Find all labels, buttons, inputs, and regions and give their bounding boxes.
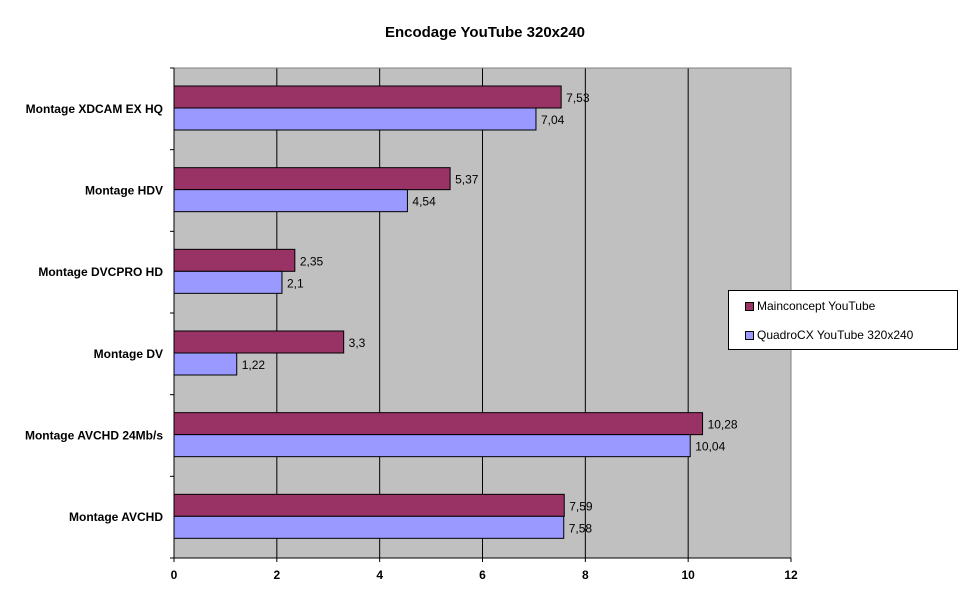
- category-label: Montage DV: [94, 347, 163, 361]
- legend-item-quadrocx: QuadroCX YouTube 320x240: [745, 327, 914, 343]
- category-label: Montage AVCHD: [69, 510, 163, 524]
- chart-title: Encodage YouTube 320x240: [385, 24, 585, 41]
- value-label-series1-3: 2,35: [300, 254, 324, 268]
- legend-swatch-quadrocx: [745, 331, 754, 340]
- bar-series1-3: [173, 248, 296, 272]
- bar-series1-1: [173, 85, 562, 109]
- bar-series1-5: [173, 412, 704, 436]
- legend: Mainconcept YouTube QuadroCX YouTube 320…: [728, 290, 958, 350]
- legend-label-mainconcept: Mainconcept YouTube: [757, 299, 876, 313]
- bar-series1-6: [173, 493, 565, 517]
- x-tick-label-2: 2: [273, 568, 280, 582]
- legend-swatch-mainconcept: [745, 302, 754, 311]
- category-label: Montage HDV: [85, 184, 163, 198]
- bar-series2-5: [173, 434, 691, 458]
- bar-series1-4: [173, 330, 345, 354]
- value-label-series2-2: 4,54: [412, 195, 436, 209]
- value-label-series1-6: 7,59: [569, 499, 593, 513]
- x-tick-label-12: 12: [784, 568, 798, 582]
- value-label-series2-3: 2,1: [287, 276, 304, 290]
- value-label-series2-6: 7,58: [569, 521, 593, 535]
- value-label-series2-1: 7,04: [541, 113, 565, 127]
- x-tick-label-10: 10: [681, 568, 695, 582]
- bar-series1-2: [173, 167, 451, 191]
- x-tick-label-0: 0: [171, 568, 178, 582]
- value-label-series1-5: 10,28: [708, 418, 738, 432]
- category-label: Montage AVCHD 24Mb/s: [25, 429, 163, 443]
- legend-label-quadrocx: QuadroCX YouTube 320x240: [757, 328, 914, 342]
- axes: [170, 67, 792, 562]
- category-label: Montage DVCPRO HD: [38, 265, 163, 279]
- value-label-series1-2: 5,37: [455, 173, 479, 187]
- x-tick-label-4: 4: [376, 568, 383, 582]
- labels: 0 2 4 6 8 10 12 Montage XDCAM EX HQ 7,537,04 Mont…: [25, 91, 798, 582]
- bar-series2-3: [173, 270, 283, 294]
- category-label: Montage XDCAM EX HQ: [26, 102, 163, 116]
- bar-series2-4: [173, 352, 238, 376]
- x-tick-label-8: 8: [582, 568, 589, 582]
- value-label-series1-4: 3,3: [349, 336, 366, 350]
- bar-series2-2: [173, 189, 408, 213]
- x-tick-label-6: 6: [479, 568, 486, 582]
- value-label-series1-1: 7,53: [566, 91, 590, 105]
- legend-item-mainconcept: Mainconcept YouTube: [745, 298, 876, 314]
- value-label-series2-4: 1,22: [242, 358, 266, 372]
- bar-series2-1: [173, 107, 537, 131]
- value-label-series2-5: 10,04: [695, 440, 725, 454]
- bar-series2-6: [173, 515, 565, 539]
